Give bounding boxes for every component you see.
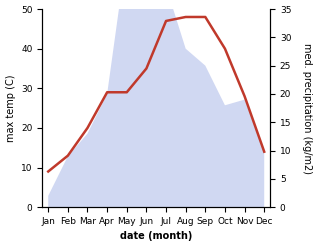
Y-axis label: med. precipitation (kg/m2): med. precipitation (kg/m2) xyxy=(302,43,313,174)
Y-axis label: max temp (C): max temp (C) xyxy=(5,74,16,142)
X-axis label: date (month): date (month) xyxy=(120,231,192,242)
